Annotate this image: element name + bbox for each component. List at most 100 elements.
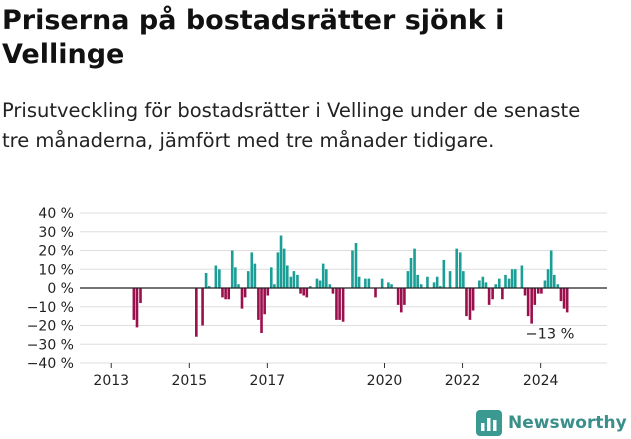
x-tick-label: 2022 <box>445 373 481 389</box>
bar-positive <box>556 284 560 288</box>
y-tick-label: 10 % <box>38 262 74 278</box>
bar-positive <box>328 284 332 288</box>
chart-bars <box>132 235 569 337</box>
bar-negative <box>201 288 204 326</box>
bar-positive <box>439 286 442 289</box>
bar-positive <box>315 278 319 289</box>
bar-positive <box>354 243 358 288</box>
bar-positive <box>435 276 439 288</box>
bar-positive <box>367 278 371 289</box>
bar-positive <box>230 250 234 288</box>
bar-negative <box>562 288 566 309</box>
bar-positive <box>325 269 328 288</box>
bar-positive <box>510 269 514 288</box>
bar-positive <box>380 278 384 289</box>
bar-negative <box>565 288 569 313</box>
y-axis-tick-labels: 40 % 30 % 20 % 10 % 0 % −10 % −20 % −30 % −40 % <box>27 206 74 372</box>
bar-positive <box>364 278 367 289</box>
y-tick-label: 40 % <box>38 206 74 222</box>
bar-positive <box>292 271 296 289</box>
bar-positive <box>285 265 289 288</box>
bar-negative <box>227 288 231 300</box>
bar-positive <box>351 250 354 288</box>
y-tick-label: −30 % <box>27 337 74 353</box>
bar-negative <box>374 288 377 298</box>
bar-positive <box>442 259 446 289</box>
bar-negative <box>266 288 270 296</box>
bar-negative <box>305 288 309 298</box>
bar-positive <box>204 273 208 288</box>
bar-negative <box>240 288 244 309</box>
bar-positive <box>458 252 462 289</box>
bar-positive <box>481 276 485 288</box>
bar-positive <box>321 263 325 289</box>
bar-positive <box>432 282 436 289</box>
bar-positive <box>409 258 413 288</box>
price-change-bar-chart: 40 %30 %20 %10 %0 %−10 %−20 %−30 %−40 % … <box>27 206 607 389</box>
x-tick-label: 2024 <box>523 373 559 389</box>
bar-positive <box>296 274 299 289</box>
bar-negative <box>491 288 494 300</box>
bar-negative <box>331 288 335 294</box>
brand: Newsworthy <box>476 408 627 438</box>
y-tick-label: −10 % <box>27 300 74 316</box>
y-tick-label: 0 % <box>47 281 74 297</box>
bar-positive <box>218 269 221 288</box>
x-tick-label: 2013 <box>93 373 129 389</box>
bar-positive <box>504 274 507 289</box>
bar-positive <box>520 265 524 288</box>
bar-negative <box>260 288 263 333</box>
bar-positive <box>413 248 416 289</box>
bar-negative <box>523 288 527 296</box>
bar-positive <box>237 284 240 288</box>
bar-negative <box>403 288 406 305</box>
bar-negative <box>335 288 338 320</box>
bar-positive <box>207 286 211 289</box>
bar-negative <box>243 288 247 298</box>
bar-negative <box>132 288 136 320</box>
bar-negative <box>257 288 260 320</box>
bar-positive <box>448 271 452 289</box>
bar-negative <box>302 288 305 296</box>
bar-positive <box>494 284 498 288</box>
latest-value-annotation: −13 % <box>525 326 574 342</box>
x-tick-label: 2017 <box>250 373 286 389</box>
bar-positive <box>546 269 550 288</box>
bar-positive <box>406 271 410 289</box>
bar-positive <box>390 284 393 288</box>
bar-positive <box>497 278 501 289</box>
bar-negative <box>195 288 198 337</box>
bar-negative <box>396 288 400 305</box>
bar-positive <box>234 267 237 289</box>
brand-name: Newsworthy <box>508 413 627 433</box>
bar-positive <box>513 269 517 288</box>
bar-positive <box>269 267 273 289</box>
bar-positive <box>318 280 322 288</box>
bar-negative <box>224 288 227 300</box>
bar-positive <box>387 282 390 289</box>
x-axis-tick-labels: 2013 2015 2017 2020 2022 2024 <box>93 363 559 389</box>
bar-negative <box>338 288 341 320</box>
bar-positive <box>549 250 553 288</box>
bar-negative <box>530 288 533 324</box>
x-tick-label: 2015 <box>171 373 207 389</box>
bar-positive <box>214 265 218 288</box>
y-tick-label: −20 % <box>27 319 74 335</box>
y-tick-label: 20 % <box>38 244 74 260</box>
page-subtitle: Prisutveckling för bostadsrätter i Velli… <box>2 99 581 152</box>
bar-negative <box>501 288 504 300</box>
bar-positive <box>543 280 547 288</box>
bar-negative <box>526 288 530 317</box>
bar-negative <box>540 288 543 294</box>
bar-positive <box>309 286 312 289</box>
bar-positive <box>484 282 488 289</box>
bar-negative <box>299 288 302 294</box>
bar-positive <box>426 276 429 288</box>
bar-positive <box>276 252 280 289</box>
bar-negative <box>341 288 345 322</box>
bar-positive <box>253 263 257 289</box>
y-tick-label: 30 % <box>38 225 74 241</box>
bar-negative <box>399 288 403 313</box>
bar-positive <box>507 278 511 289</box>
bar-positive <box>455 248 459 289</box>
